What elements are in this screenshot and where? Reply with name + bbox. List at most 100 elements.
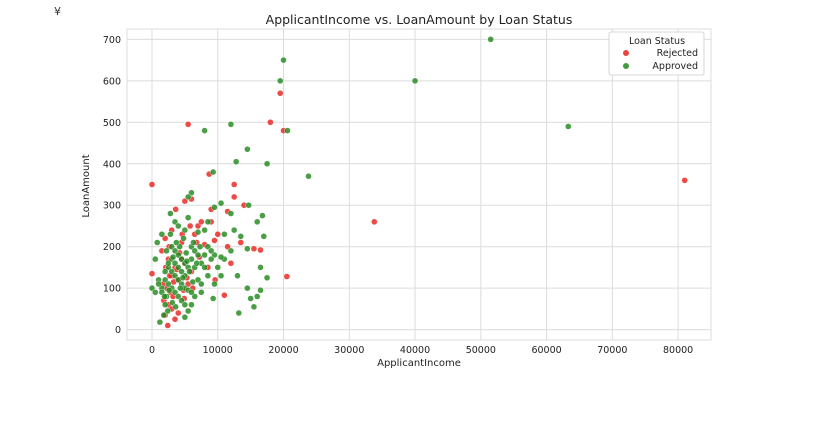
data-point xyxy=(211,204,218,211)
x-tick-label: 80000 xyxy=(663,345,693,356)
data-point xyxy=(284,127,291,134)
data-point xyxy=(201,127,208,134)
data-point xyxy=(263,274,271,281)
data-point xyxy=(227,210,235,217)
data-point xyxy=(184,121,192,128)
data-point xyxy=(237,239,244,246)
data-point xyxy=(234,272,241,279)
data-point xyxy=(194,228,202,236)
data-point xyxy=(244,284,251,292)
data-point xyxy=(565,123,572,130)
data-point xyxy=(156,318,164,326)
data-point xyxy=(160,311,168,319)
y-tick-label: 400 xyxy=(103,159,121,170)
data-point xyxy=(163,247,170,255)
data-point xyxy=(177,284,184,292)
data-point xyxy=(165,287,173,294)
x-tick-label: 60000 xyxy=(531,345,561,356)
y-tick-label: 200 xyxy=(103,242,121,253)
y-axis-label: LoanAmount xyxy=(81,154,92,217)
x-tick-label: 50000 xyxy=(466,345,496,356)
data-point xyxy=(254,218,261,226)
y-tick-label: 700 xyxy=(103,35,121,46)
data-point xyxy=(186,268,193,275)
data-point xyxy=(411,77,419,85)
data-point xyxy=(188,289,195,296)
data-point xyxy=(305,173,312,180)
data-point xyxy=(152,289,159,296)
data-point xyxy=(263,160,271,167)
data-point xyxy=(198,280,205,288)
data-point xyxy=(204,218,212,226)
data-point xyxy=(193,260,200,267)
x-tick-label: 30000 xyxy=(334,345,364,356)
data-point xyxy=(171,316,179,323)
data-point xyxy=(183,258,191,265)
data-point xyxy=(186,222,194,230)
legend: Loan Status Rejected Approved xyxy=(608,31,705,76)
data-point xyxy=(194,251,202,259)
data-point xyxy=(198,218,205,226)
data-point xyxy=(161,293,168,300)
data-point xyxy=(175,309,182,317)
data-point xyxy=(227,247,235,255)
data-point xyxy=(161,301,169,308)
data-point xyxy=(207,247,215,255)
data-point xyxy=(217,253,225,261)
data-point xyxy=(227,260,235,267)
data-point xyxy=(211,237,218,244)
data-point xyxy=(230,181,238,188)
data-point xyxy=(277,90,284,97)
data-point xyxy=(244,146,251,153)
y-tick-label: 500 xyxy=(103,118,121,129)
data-point xyxy=(267,119,274,126)
data-point xyxy=(196,243,204,250)
data-point xyxy=(257,287,264,294)
data-point xyxy=(221,292,228,299)
y-tick-label: 100 xyxy=(103,284,121,295)
corner-mark: ¥ xyxy=(54,5,61,18)
data-point xyxy=(280,56,287,64)
data-point xyxy=(198,289,205,296)
data-point xyxy=(260,233,267,240)
legend-marker xyxy=(623,63,629,69)
data-point xyxy=(254,293,261,300)
data-point xyxy=(172,303,179,311)
data-point xyxy=(283,273,291,280)
data-point xyxy=(184,214,192,221)
data-point xyxy=(175,222,182,230)
data-point xyxy=(181,313,189,321)
data-point xyxy=(259,212,266,219)
y-tick-label: 300 xyxy=(103,201,121,212)
data-point xyxy=(148,270,156,277)
data-point xyxy=(154,239,161,246)
data-point xyxy=(277,77,284,85)
data-point xyxy=(152,255,159,263)
data-point xyxy=(181,301,189,308)
data-point xyxy=(237,233,244,240)
data-point xyxy=(371,218,378,226)
data-point xyxy=(214,231,221,238)
data-point xyxy=(244,245,251,252)
data-point xyxy=(169,253,177,261)
series-approved xyxy=(148,36,572,326)
data-point xyxy=(189,278,196,286)
data-point xyxy=(207,255,215,263)
x-tick-labels: 0 10000 20000 30000 40000 50000 60000 70000 8000… xyxy=(149,345,693,356)
data-point xyxy=(181,226,189,234)
data-point xyxy=(221,231,228,238)
data-point xyxy=(180,235,187,242)
data-point xyxy=(167,210,174,217)
data-point xyxy=(201,226,208,234)
data-point xyxy=(217,272,225,279)
data-point xyxy=(250,245,258,252)
data-point xyxy=(209,168,217,176)
data-point xyxy=(204,272,212,279)
grid xyxy=(126,28,712,341)
x-tick-label: 40000 xyxy=(400,345,430,356)
y-tick-label: 600 xyxy=(103,76,121,87)
legend-label: Rejected xyxy=(657,48,698,59)
data-point xyxy=(158,231,166,238)
y-tick-label: 0 xyxy=(115,325,121,336)
